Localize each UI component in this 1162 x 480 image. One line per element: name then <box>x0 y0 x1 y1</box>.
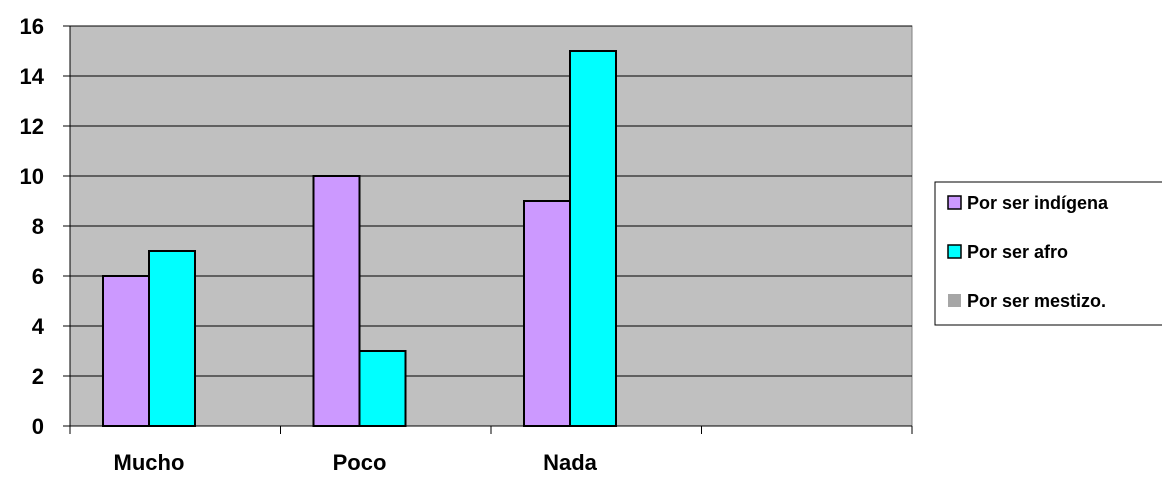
bar <box>148 250 196 427</box>
y-tick-label: 12 <box>20 114 44 139</box>
bar <box>569 50 617 427</box>
bar <box>102 275 150 427</box>
y-tick-label: 4 <box>32 314 45 339</box>
y-tick-label: 2 <box>32 364 44 389</box>
x-tick-label: Mucho <box>114 450 185 475</box>
bar <box>523 200 571 427</box>
legend-swatch <box>947 244 962 259</box>
legend-label: Por ser indígena <box>967 193 1109 213</box>
legend-swatch <box>948 294 961 307</box>
y-tick-label: 14 <box>20 64 45 89</box>
legend-box <box>934 181 1162 326</box>
legend-swatch <box>947 195 962 210</box>
bar <box>358 350 407 427</box>
y-tick-label: 8 <box>32 214 44 239</box>
y-tick-label: 6 <box>32 264 44 289</box>
y-tick-label: 16 <box>20 14 44 39</box>
legend: Por ser indígena Por ser afro Por ser mest… <box>934 181 1162 326</box>
x-tick-label: Poco <box>333 450 387 475</box>
y-tick-label: 10 <box>20 164 44 189</box>
legend-label: Por ser mestizo. <box>967 291 1106 311</box>
plot-area: 0 2 4 6 8 10 12 14 16 Mucho Poco Nada <box>20 14 913 475</box>
bar <box>312 175 361 427</box>
x-tick-label: Nada <box>543 450 598 475</box>
y-tick-label: 0 <box>32 414 44 439</box>
legend-label: Por ser afro <box>967 242 1068 262</box>
